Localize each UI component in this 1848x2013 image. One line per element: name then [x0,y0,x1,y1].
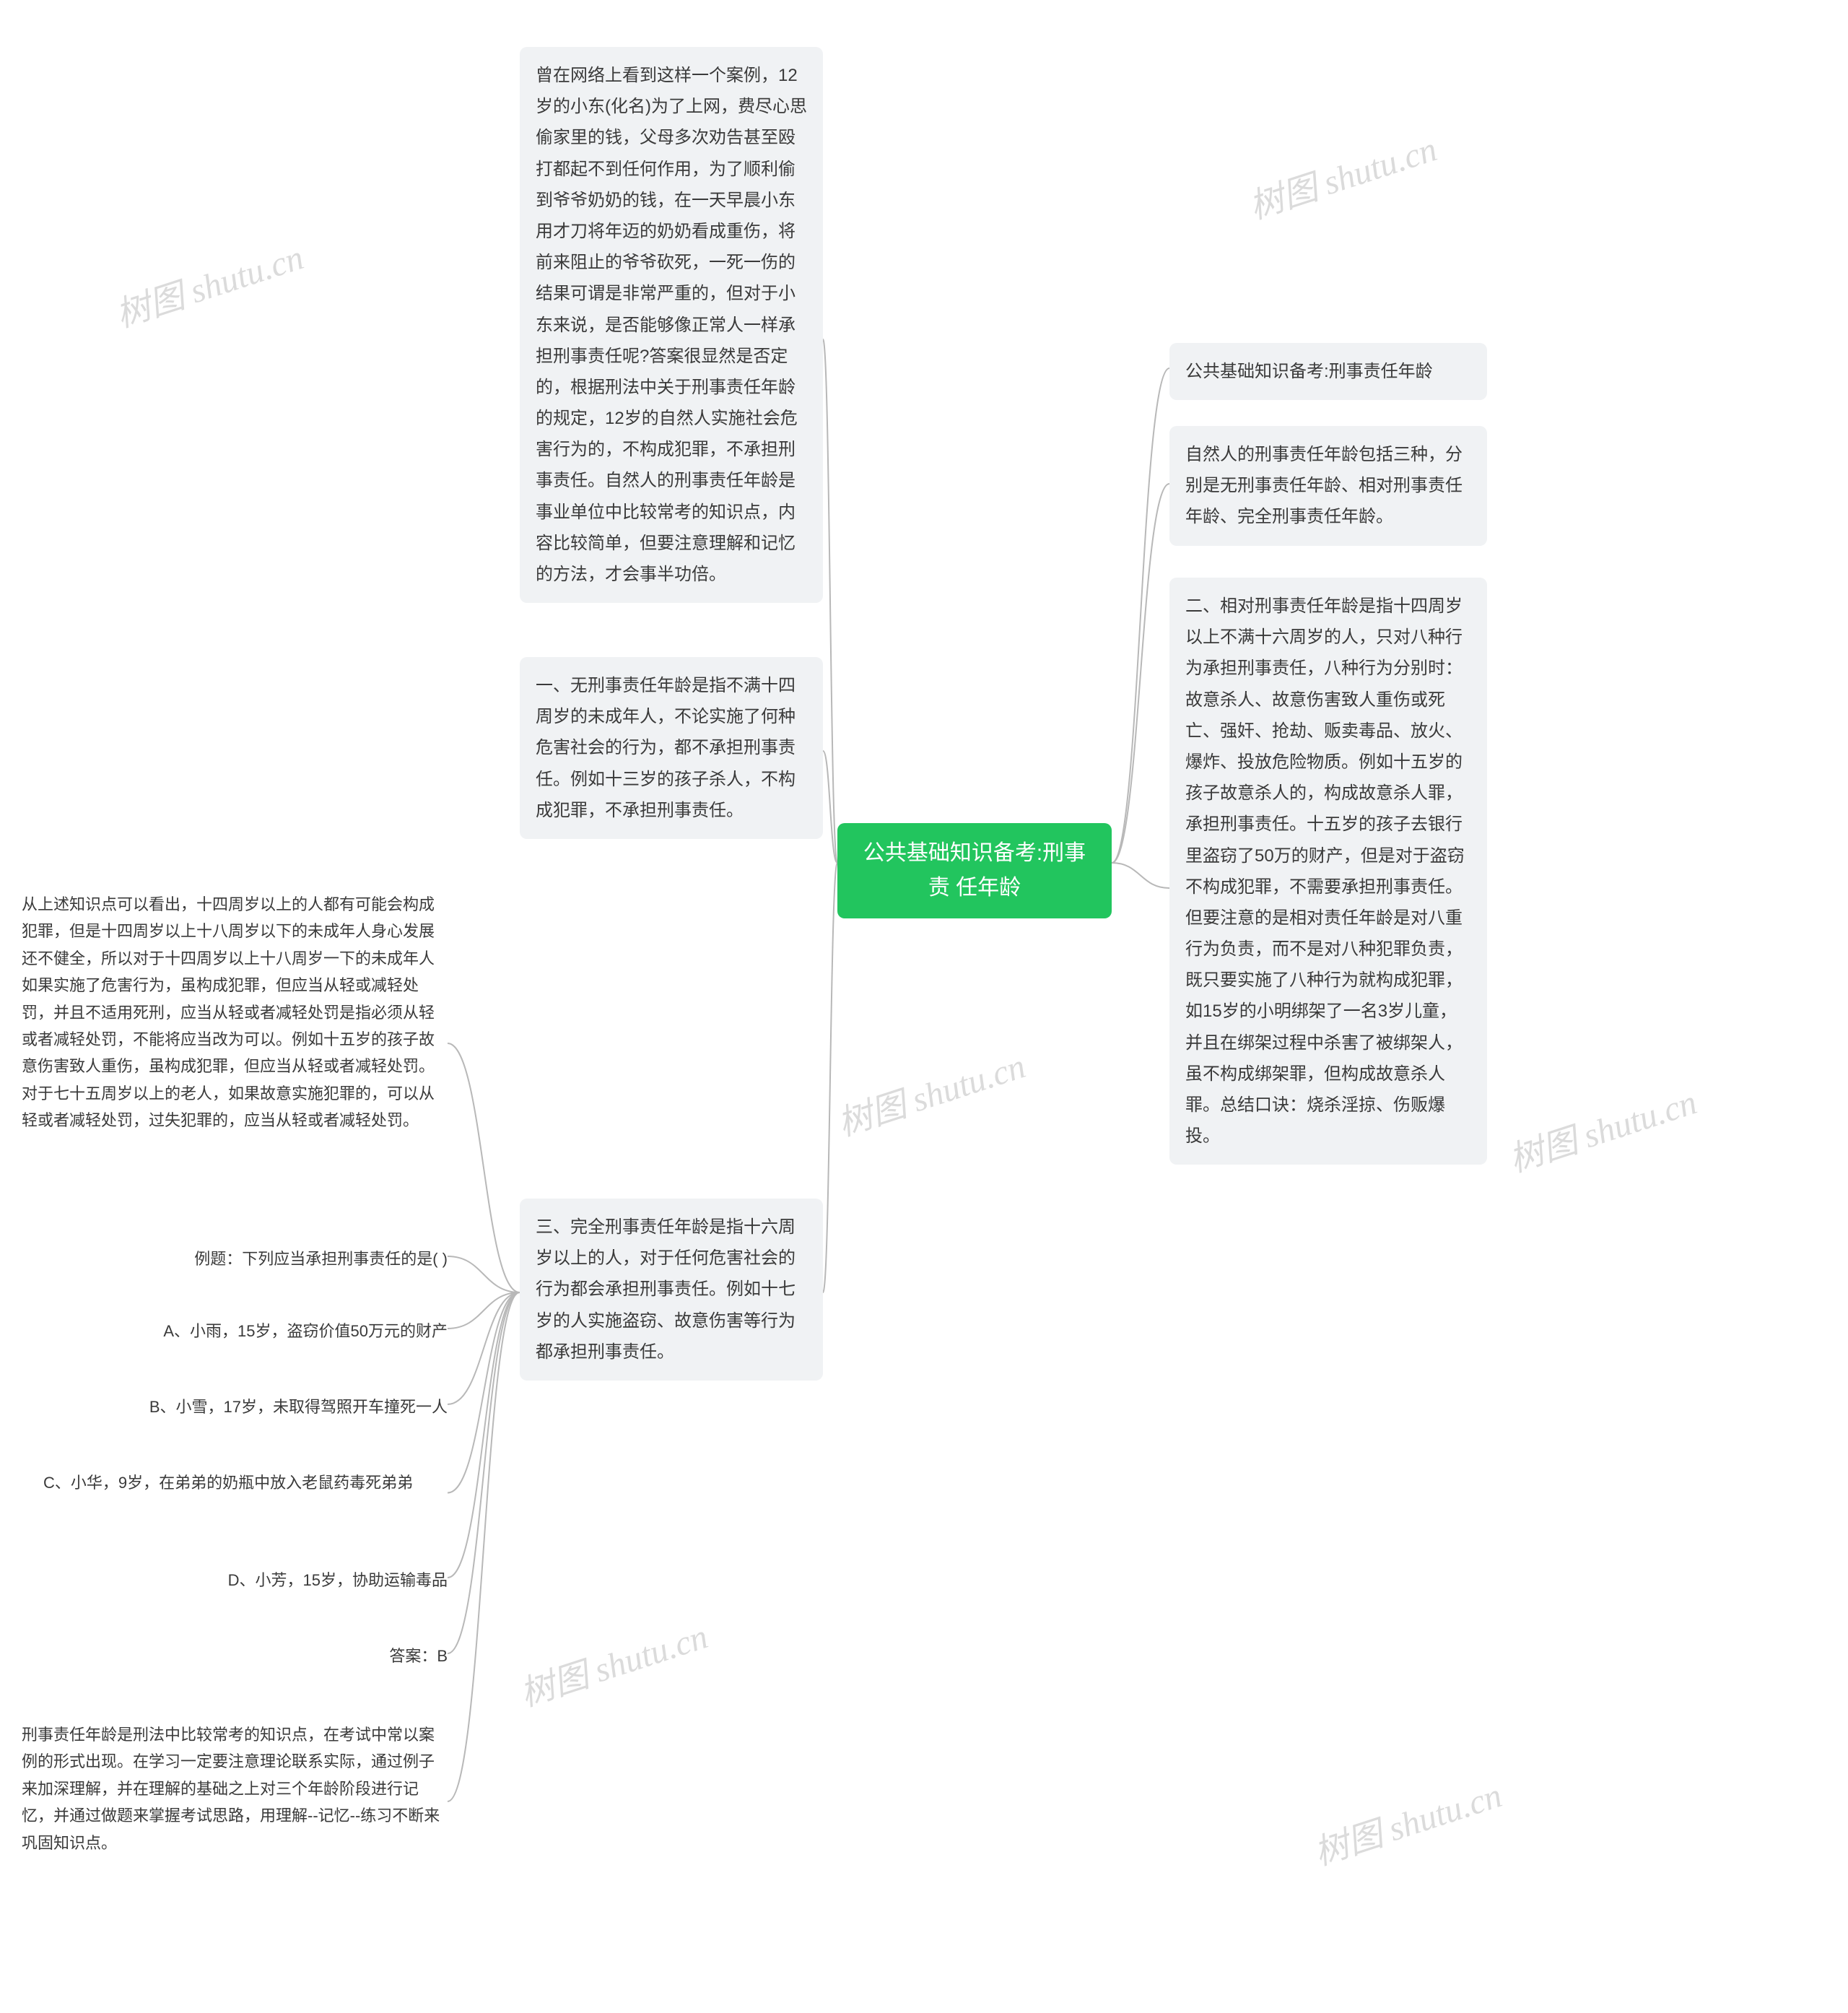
sub-analysis-text: 从上述知识点可以看出，十四周岁以上的人都有可能会构成犯罪，但是十四周岁以上十八周… [22,895,435,1129]
center-node[interactable]: 公共基础知识备考:刑事责 任年龄 [837,823,1112,918]
watermark: 树图 shutu.cn [108,229,309,337]
center-title: 公共基础知识备考:刑事责 任年龄 [863,841,1086,900]
sub-optB-text: B、小雪，17岁，未取得驾照开车撞死一人 [149,1398,448,1416]
left-intro-text: 曾在网络上看到这样一个案例，12岁的小东(化名)为了上网，费尽心思偷家里的钱，父… [536,66,807,584]
sub-optB-node[interactable]: B、小雪，17岁，未取得驾照开车撞死一人 [123,1390,448,1425]
sub-optC-node[interactable]: C、小华，9岁，在弟弟的奶瓶中放入老鼠药毒死弟弟 [43,1466,448,1500]
left-point1-node[interactable]: 一、无刑事责任年龄是指不满十四周岁的未成年人，不论实施了何种危害社会的行为，都不… [520,657,823,839]
sub-optA-text: A、小雨，15岁，盗窃价值50万元的财产 [163,1322,448,1340]
watermark: 树图 shutu.cn [1307,1767,1507,1875]
watermark: 树图 shutu.cn [513,1608,713,1716]
sub-analysis-node[interactable]: 从上述知识点可以看出，十四周岁以上的人都有可能会构成犯罪，但是十四周岁以上十八周… [22,888,448,1137]
watermark: 树图 shutu.cn [830,1038,1031,1146]
sub-optC-text: C、小华，9岁，在弟弟的奶瓶中放入老鼠药毒死弟弟 [43,1474,413,1492]
left-point3-node[interactable]: 三、完全刑事责任年龄是指十六周岁以上的人，对于任何危害社会的行为都会承担刑事责任… [520,1199,823,1381]
right-point2-node[interactable]: 二、相对刑事责任年龄是指十四周岁以上不满十六周岁的人，只对八种行为承担刑事责任，… [1169,578,1487,1165]
sub-summary-node[interactable]: 刑事责任年龄是刑法中比较常考的知识点，在考试中常以案例的形式出现。在学习一定要注… [22,1718,448,1859]
left-intro-node[interactable]: 曾在网络上看到这样一个案例，12岁的小东(化名)为了上网，费尽心思偷家里的钱，父… [520,47,823,603]
right-kinds-text: 自然人的刑事责任年龄包括三种，分别是无刑事责任年龄、相对刑事责任年龄、完全刑事责… [1185,445,1463,526]
right-kinds-node[interactable]: 自然人的刑事责任年龄包括三种，分别是无刑事责任年龄、相对刑事责任年龄、完全刑事责… [1169,426,1487,546]
watermark: 树图 shutu.cn [1502,1074,1702,1182]
sub-answer-text: 答案：B [389,1647,448,1665]
sub-answer-node[interactable]: 答案：B [354,1639,448,1674]
sub-optD-text: D、小芳，15岁，协助运输毒品 [228,1571,448,1589]
left-point1-text: 一、无刑事责任年龄是指不满十四周岁的未成年人，不论实施了何种危害社会的行为，都不… [536,676,796,820]
watermark: 树图 shutu.cn [1242,121,1442,229]
right-point2-text: 二、相对刑事责任年龄是指十四周岁以上不满十六周岁的人，只对八种行为承担刑事责任，… [1185,596,1465,1146]
sub-optA-node[interactable]: A、小雨，15岁，盗窃价值50万元的财产 [123,1314,448,1349]
right-heading-node[interactable]: 公共基础知识备考:刑事责任年龄 [1169,343,1487,400]
sub-summary-text: 刑事责任年龄是刑法中比较常考的知识点，在考试中常以案例的形式出现。在学习一定要注… [22,1726,440,1852]
sub-question-node[interactable]: 例题：下列应当承担刑事责任的是( ) [123,1242,448,1277]
sub-question-text: 例题：下列应当承担刑事责任的是( ) [194,1250,448,1268]
sub-optD-node[interactable]: D、小芳，15岁，协助运输毒品 [173,1563,448,1598]
left-point3-text: 三、完全刑事责任年龄是指十六周岁以上的人，对于任何危害社会的行为都会承担刑事责任… [536,1217,796,1362]
right-heading-text: 公共基础知识备考:刑事责任年龄 [1185,362,1433,381]
